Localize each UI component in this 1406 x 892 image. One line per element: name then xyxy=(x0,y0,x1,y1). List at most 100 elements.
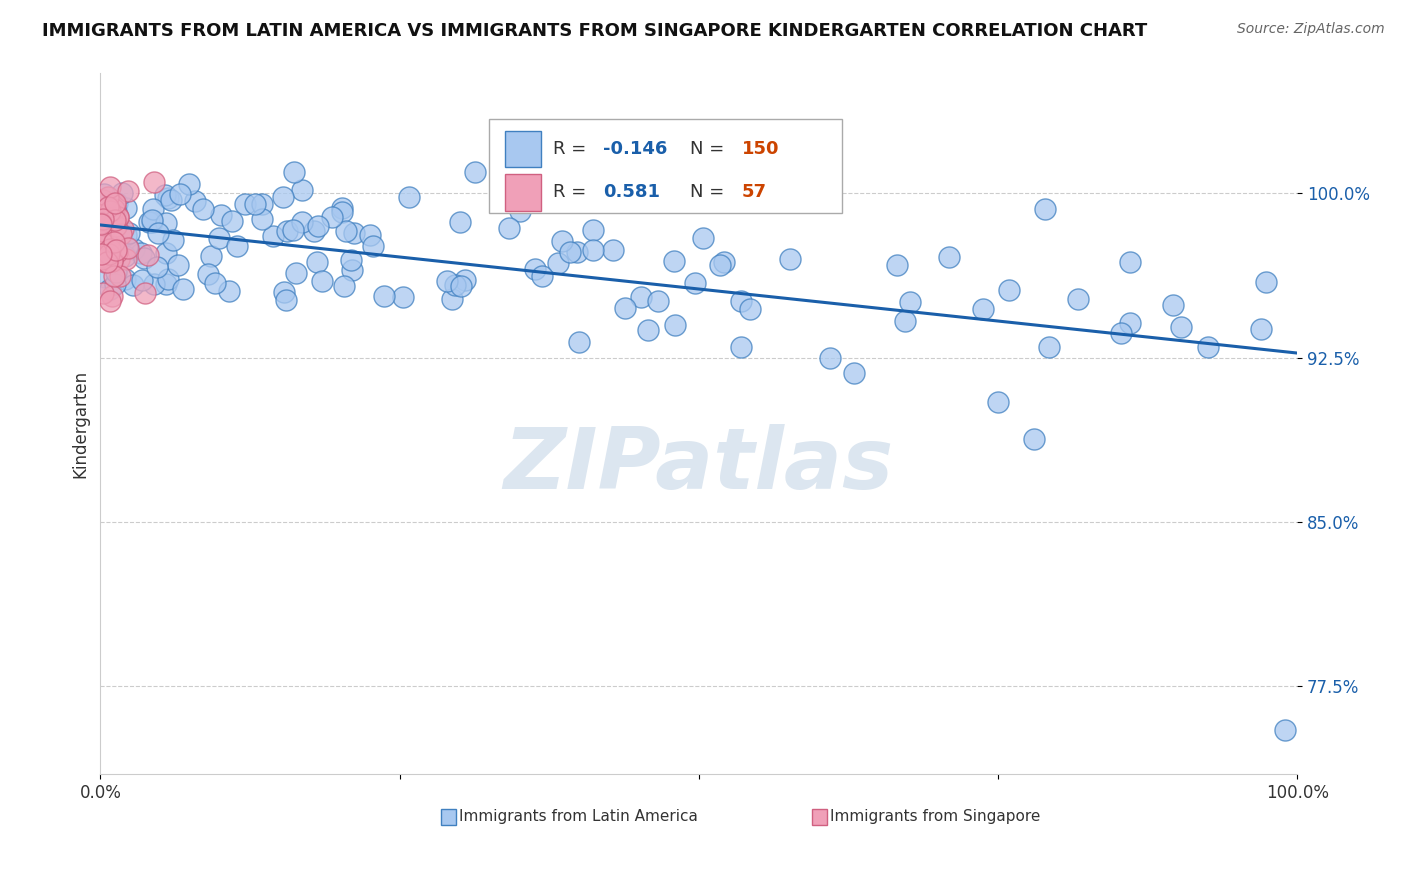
Point xyxy=(172,282,194,296)
Point xyxy=(464,164,486,178)
Point xyxy=(94,233,117,247)
Point xyxy=(218,285,240,299)
Point xyxy=(779,252,801,266)
Point xyxy=(450,279,472,293)
Point xyxy=(567,245,589,260)
Point xyxy=(558,245,581,260)
Point xyxy=(886,258,908,272)
Point xyxy=(662,254,685,268)
Point xyxy=(291,183,314,197)
Point xyxy=(1250,322,1272,336)
Point xyxy=(132,251,155,265)
Point xyxy=(108,269,131,284)
Point xyxy=(90,201,112,215)
Point xyxy=(340,253,363,268)
Point xyxy=(285,266,308,280)
Point xyxy=(94,237,117,252)
Point xyxy=(115,252,138,267)
Text: R =: R = xyxy=(553,140,592,158)
Point xyxy=(122,243,145,257)
Point xyxy=(330,205,353,219)
Point xyxy=(724,192,747,206)
Point xyxy=(93,187,115,202)
Point xyxy=(153,187,176,202)
Point xyxy=(551,235,574,249)
Point xyxy=(1118,317,1140,331)
Point xyxy=(898,295,921,310)
Bar xyxy=(505,174,541,211)
Point xyxy=(90,216,112,230)
Point xyxy=(100,231,122,245)
Point xyxy=(159,194,181,208)
Point xyxy=(112,222,135,236)
Point xyxy=(523,194,546,208)
Point xyxy=(107,244,129,259)
Point xyxy=(103,207,125,221)
Point xyxy=(204,277,226,291)
Y-axis label: Kindergarten: Kindergarten xyxy=(72,369,89,477)
Point xyxy=(444,277,467,292)
Point xyxy=(103,202,125,216)
Point xyxy=(193,202,215,217)
Point xyxy=(156,272,179,286)
Point xyxy=(200,249,222,263)
Point xyxy=(104,212,127,227)
Point xyxy=(250,196,273,211)
Point xyxy=(307,219,329,233)
Point xyxy=(291,215,314,229)
Point xyxy=(208,231,231,245)
Point xyxy=(283,164,305,178)
Point xyxy=(141,215,163,229)
Point xyxy=(97,248,120,262)
Point xyxy=(276,293,298,307)
Point xyxy=(110,227,132,242)
Bar xyxy=(505,130,541,167)
Point xyxy=(1274,723,1296,738)
Point xyxy=(105,265,128,279)
Point xyxy=(101,252,124,267)
Point xyxy=(302,223,325,237)
Point xyxy=(568,335,591,350)
Point xyxy=(90,228,112,243)
Point xyxy=(155,277,177,291)
Text: 150: 150 xyxy=(742,140,779,158)
Point xyxy=(987,394,1010,409)
Point xyxy=(340,263,363,277)
Point xyxy=(730,294,752,309)
Point xyxy=(108,252,131,267)
Point xyxy=(449,215,471,229)
Point xyxy=(162,234,184,248)
Text: N =: N = xyxy=(690,184,730,202)
Point xyxy=(104,244,127,258)
Point xyxy=(104,198,127,212)
Text: Source: ZipAtlas.com: Source: ZipAtlas.com xyxy=(1237,22,1385,37)
Point xyxy=(101,254,124,268)
Point xyxy=(373,289,395,303)
Point xyxy=(114,249,136,263)
Text: Immigrants from Singapore: Immigrants from Singapore xyxy=(831,809,1040,824)
Point xyxy=(90,252,112,267)
Point xyxy=(1161,297,1184,311)
Point xyxy=(90,217,112,231)
Point xyxy=(107,211,129,225)
Point xyxy=(311,274,333,288)
Point xyxy=(93,233,115,247)
Point xyxy=(972,302,994,317)
Bar xyxy=(441,809,456,824)
Point xyxy=(91,211,114,226)
Point xyxy=(115,240,138,254)
Point xyxy=(332,201,354,215)
Point xyxy=(142,202,165,217)
Point xyxy=(114,272,136,286)
Point xyxy=(184,194,207,209)
Point xyxy=(305,255,328,269)
Point xyxy=(1197,340,1219,354)
Point xyxy=(547,256,569,270)
Text: 57: 57 xyxy=(742,184,766,202)
Point xyxy=(134,285,156,300)
Point xyxy=(90,235,112,249)
Point xyxy=(90,250,112,264)
Point xyxy=(509,204,531,219)
Point xyxy=(209,208,232,222)
Point xyxy=(738,301,761,316)
